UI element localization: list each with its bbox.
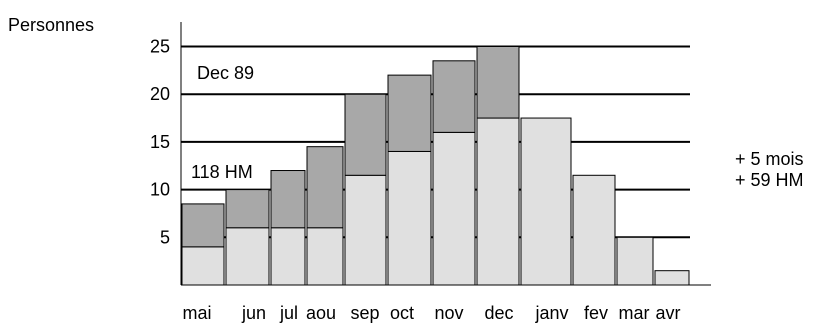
- x-tick-label-jun: jun: [241, 303, 266, 323]
- y-tick-label-10: 10: [150, 180, 170, 200]
- bar-fev-light: [572, 174, 616, 286]
- bar-oct-light: [387, 150, 432, 286]
- axes: [180, 22, 711, 286]
- bar-mai-light: [181, 246, 225, 286]
- bar-oct-dark: [387, 74, 432, 152]
- x-tick-label-mai: mai: [182, 303, 211, 323]
- bar-aou-light: [306, 227, 344, 286]
- bar-jul-light: [270, 227, 306, 286]
- bar-janv-light: [520, 117, 572, 286]
- bar-dec-dark: [476, 46, 520, 119]
- bar-nov-light: [432, 131, 476, 286]
- annotation-base-hm: 118 HM: [191, 162, 253, 182]
- bar-dec-light: [476, 117, 520, 286]
- bar-mar-light: [616, 236, 654, 286]
- x-tick-label-dec: dec: [484, 303, 513, 323]
- bar-jun-light: [225, 227, 270, 286]
- y-axis-title: Personnes: [8, 15, 94, 35]
- bar-aou-dark: [306, 146, 344, 229]
- bar-sep-light: [344, 174, 387, 286]
- bar-sep-dark: [344, 93, 387, 176]
- y-tick-label-20: 20: [150, 84, 170, 104]
- y-tick-labels: 5 10 15 20 25: [150, 37, 170, 248]
- annotation-period: Dec 89: [197, 63, 254, 83]
- x-tick-label-avr: avr: [655, 303, 680, 323]
- y-tick-label-5: 5: [160, 227, 170, 247]
- bar-mai-dark: [181, 203, 225, 248]
- bars: [181, 46, 690, 286]
- bar-jun-dark: [225, 189, 270, 229]
- y-tick-label-15: 15: [150, 132, 170, 152]
- x-tick-label-aou: aou: [306, 303, 336, 323]
- bar-nov-dark: [432, 60, 476, 133]
- bar-jul-dark: [270, 170, 306, 229]
- x-tick-label-nov: nov: [434, 303, 463, 323]
- annotation-extension-hm: + 59 HM: [735, 170, 804, 190]
- x-tick-label-sep: sep: [350, 303, 379, 323]
- bar-avr-light: [654, 270, 690, 286]
- annotation-extension-months: + 5 mois: [735, 149, 804, 169]
- x-tick-label-janv: janv: [534, 303, 568, 323]
- x-tick-label-jul: jul: [279, 303, 298, 323]
- x-tick-label-mar: mar: [619, 303, 650, 323]
- y-tick-label-25: 25: [150, 37, 170, 57]
- x-tick-label-fev: fev: [584, 303, 608, 323]
- x-tick-labels: mai jun jul aou sep oct nov dec janv fev mar avr: [182, 303, 680, 323]
- x-tick-label-oct: oct: [390, 303, 414, 323]
